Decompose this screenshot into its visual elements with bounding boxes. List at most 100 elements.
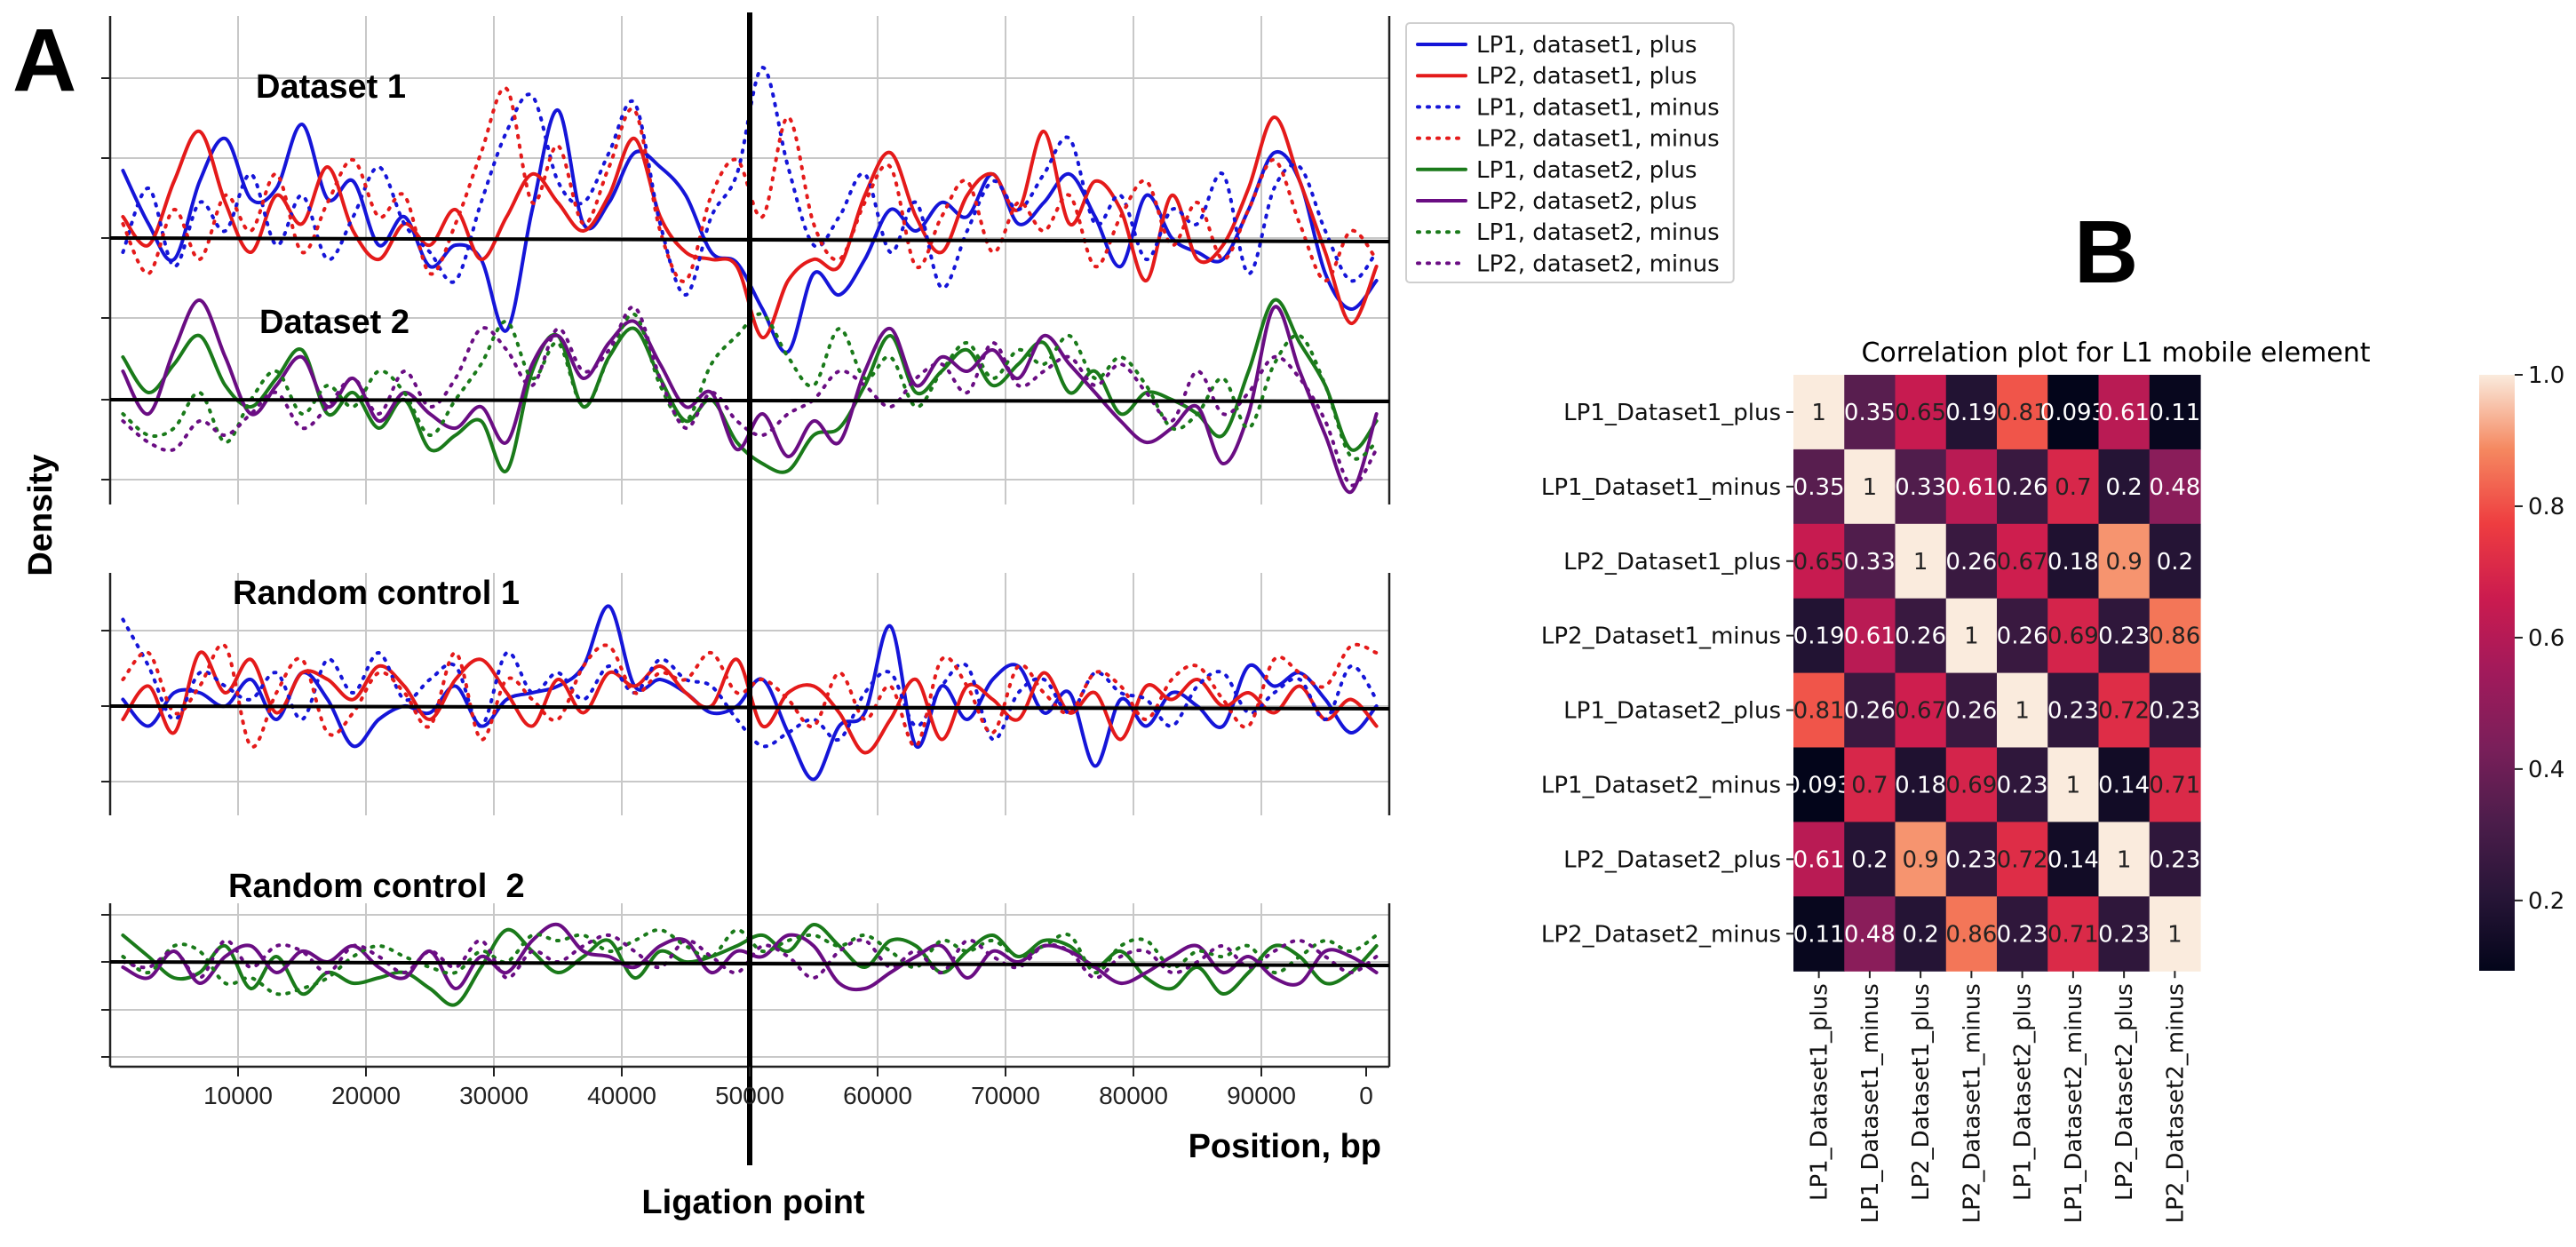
legend-label: LP1, dataset2, minus <box>1476 219 1720 246</box>
heatmap-cell <box>1945 672 1998 749</box>
heatmap-value: 0.23 <box>2149 698 2200 725</box>
heatmap-cell <box>1844 449 1896 525</box>
heatmap-cell <box>1895 896 1947 972</box>
heatmap-row-label: LP1_Dataset1_minus <box>1541 474 1781 501</box>
heatmap-value: 0.65 <box>1895 400 1946 426</box>
colorbar-tick-label: 0.2 <box>2528 888 2564 915</box>
heatmap-row-label: LP2_Dataset1_plus <box>1563 549 1781 576</box>
heatmap-cell <box>2098 747 2151 822</box>
x-tick-label: 30000 <box>459 1082 529 1109</box>
heatmap-value: 0.2 <box>2157 549 2193 576</box>
series-line-dataset-1-lp2-dataset1-minus <box>121 86 1379 283</box>
heatmap-value: 0.093 <box>1785 772 1851 798</box>
heatmap-cell <box>1793 523 1845 600</box>
heatmap-cell <box>2149 598 2201 674</box>
heatmap-row-label: LP2_Dataset2_plus <box>1563 846 1781 873</box>
colorbar-gradient <box>2479 375 2515 971</box>
heatmap-value: 0.67 <box>1997 549 2048 576</box>
subplot-title-random-control-2: Random control 2 <box>228 868 525 905</box>
heatmap-cell <box>1945 523 1998 600</box>
colorbar: 0.2 0.4 0.6 0.8 1.0 <box>2479 362 2564 971</box>
heatmap-value: 0.69 <box>2047 624 2099 650</box>
heatmap-cell <box>1793 822 1845 897</box>
heatmap-value: 0.48 <box>2149 474 2200 501</box>
heatmap-cell <box>2098 523 2151 600</box>
heatmap-value: 0.26 <box>1945 698 1997 725</box>
heatmap-value: 0.23 <box>2047 698 2099 725</box>
x-tick-label: 70000 <box>971 1082 1040 1109</box>
heatmap-value: 0.26 <box>1895 624 1946 650</box>
legend-label: LP1, dataset1, plus <box>1476 32 1697 59</box>
heatmap-cell <box>2149 449 2201 525</box>
heatmap-cell <box>1793 598 1845 674</box>
heatmap-cell <box>2149 672 2201 749</box>
x-tick-label: 80000 <box>1099 1082 1168 1109</box>
heatmap-value: 0.48 <box>1844 921 1896 948</box>
heatmap-value: 0.81 <box>1793 698 1845 725</box>
panel-a-ylabel: Density <box>22 454 60 576</box>
heatmap-cell <box>2149 523 2201 600</box>
heatmap-value: 0.61 <box>2098 400 2150 426</box>
heatmap-row-label: LP1_Dataset1_plus <box>1563 400 1781 426</box>
heatmap-value: 0.69 <box>1945 772 1997 798</box>
heatmap-cell <box>2098 896 2151 972</box>
heatmap-value: 0.23 <box>2098 921 2150 948</box>
colorbar-tick-label: 0.4 <box>2528 757 2564 783</box>
heatmap-col-label: LP1_Dataset1_plus <box>1807 983 1833 1201</box>
heatmap-value: 0.2 <box>1902 921 1938 948</box>
heatmap-value: 0.33 <box>1895 474 1946 501</box>
heatmap-cell <box>1895 822 1947 897</box>
x-tick-label: 60000 <box>843 1082 912 1109</box>
x-tick-label: 10000 <box>203 1082 273 1109</box>
heatmap-value: 0.61 <box>1844 624 1896 650</box>
heatmap-value: 0.26 <box>1844 698 1896 725</box>
heatmap-value: 0.61 <box>1945 474 1997 501</box>
x-tick-label: 50000 <box>715 1082 784 1109</box>
heatmap-value: 0.35 <box>1844 400 1896 426</box>
colorbar-tick-label: 0.6 <box>2528 625 2564 652</box>
heatmap-cell <box>1997 449 2048 525</box>
panel-b-letter: B <box>2074 203 2138 302</box>
legend-items: LP1, dataset1, plus LP2, dataset1, plus LP… <box>1416 32 1720 277</box>
colorbar-tick-label: 1.0 <box>2528 362 2564 389</box>
heatmap-row-label: LP2_Dataset2_minus <box>1541 921 1781 948</box>
heatmap-cell <box>1945 449 1998 525</box>
colorbar-ticks: 0.2 0.4 0.6 0.8 1.0 <box>2515 362 2564 915</box>
heatmap-value: 0.14 <box>2047 846 2099 873</box>
heatmap-cell <box>1997 822 2048 897</box>
heatmap-value: 0.2 <box>2105 474 2142 501</box>
panel-a-letter: A <box>12 11 76 110</box>
legend-label: LP2, dataset2, minus <box>1476 250 1720 277</box>
heatmap-value: 0.81 <box>1997 400 2048 426</box>
heatmap-value: 1 <box>2066 772 2081 798</box>
heatmap-col-label: LP1_Dataset1_minus <box>1857 983 1884 1223</box>
x-tick-label: 20000 <box>331 1082 401 1109</box>
heatmap-cell <box>2047 896 2100 972</box>
heatmap-value: 0.71 <box>2149 772 2200 798</box>
heatmap-value: 0.67 <box>1895 698 1946 725</box>
heatmap-col-label: LP1_Dataset2_minus <box>2061 983 2087 1223</box>
heatmap-cell <box>1945 375 1998 450</box>
heatmap-value: 0.72 <box>1997 846 2048 873</box>
heatmap-value: 0.11 <box>2149 400 2200 426</box>
heatmap-cell <box>2149 896 2201 972</box>
heatmap-value: 0.7 <box>2055 474 2091 501</box>
series-line-random-control-1-lp1-dataset1-minus <box>121 617 1379 749</box>
heatmap-col-label: LP2_Dataset1_plus <box>1908 983 1935 1201</box>
heatmap-cell <box>1895 598 1947 674</box>
heatmap-cell <box>2047 449 2100 525</box>
heatmap-cell <box>1945 822 1998 897</box>
heatmap-cell <box>2149 747 2201 822</box>
heatmap-cell <box>1793 896 1845 972</box>
heatmap-value: 0.19 <box>1793 624 1845 650</box>
heatmap-value: 1 <box>2117 846 2132 873</box>
legend-label: LP2, dataset1, plus <box>1476 63 1697 90</box>
heatmap-cell <box>1997 598 2048 674</box>
heatmap-cell <box>2149 822 2201 897</box>
heatmap-value: 0.26 <box>1997 624 2048 650</box>
heatmap-value: 0.23 <box>1997 921 2048 948</box>
heatmap-cell <box>1844 896 1896 972</box>
heatmap-value: 0.86 <box>1945 921 1997 948</box>
heatmap-value: 0.23 <box>1945 846 1997 873</box>
